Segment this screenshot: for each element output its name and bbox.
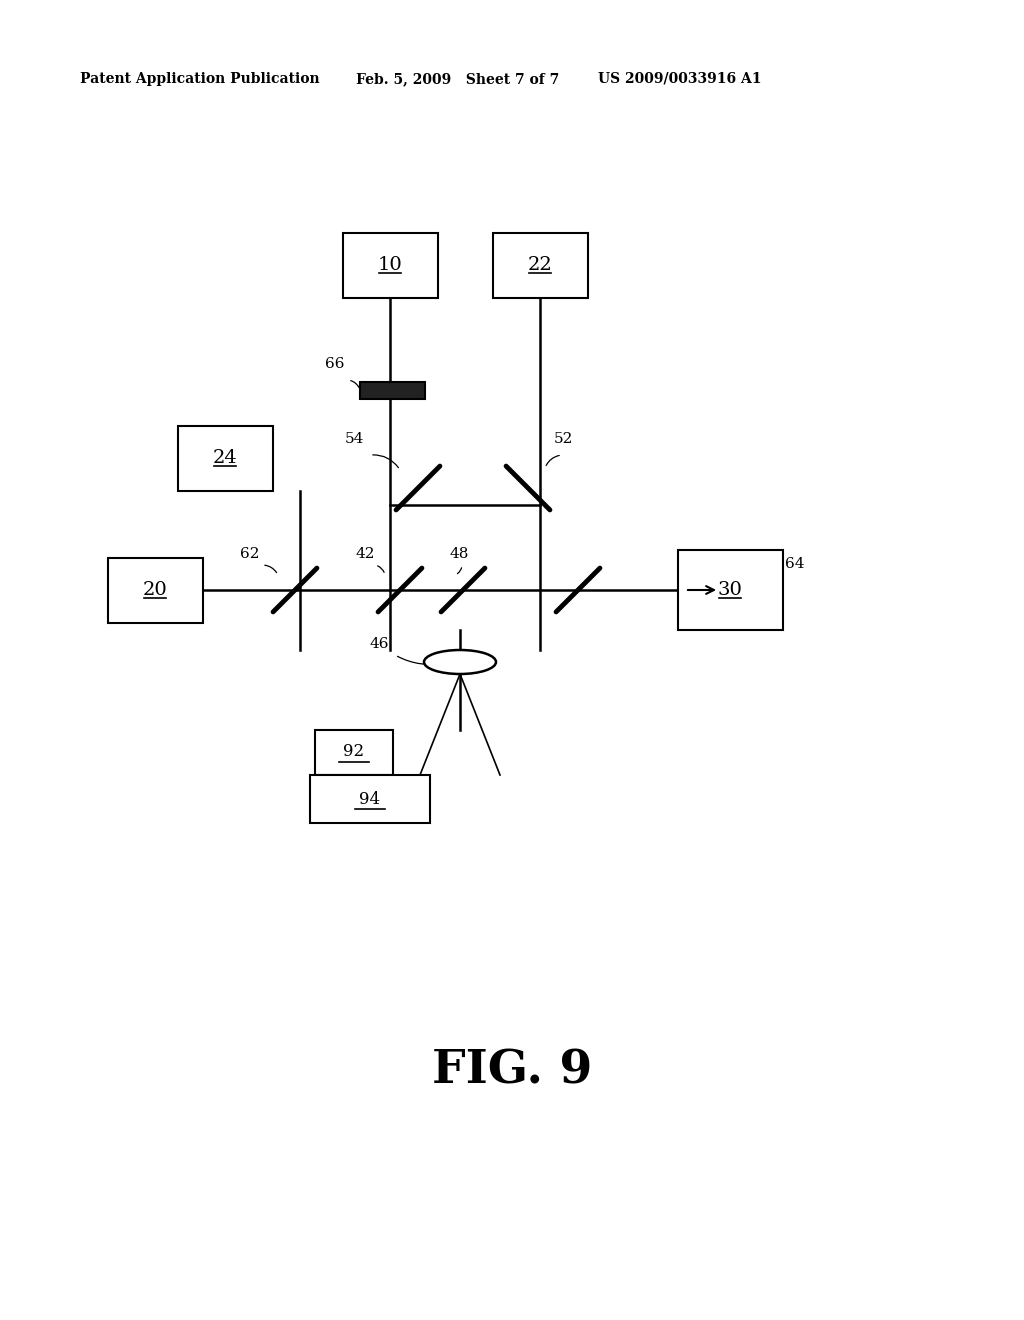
Text: 64: 64 [785, 557, 805, 572]
Bar [177, 425, 272, 491]
Bar [493, 232, 588, 297]
Text: 30: 30 [718, 581, 742, 599]
Bar [315, 730, 393, 775]
Text: 52: 52 [554, 432, 573, 446]
Text: 66: 66 [325, 356, 344, 371]
Bar [678, 550, 782, 630]
Bar [310, 775, 430, 822]
Text: 62: 62 [240, 546, 259, 561]
Text: Feb. 5, 2009   Sheet 7 of 7: Feb. 5, 2009 Sheet 7 of 7 [356, 73, 559, 86]
Text: 20: 20 [142, 581, 167, 599]
Text: 24: 24 [213, 449, 238, 467]
Text: 92: 92 [343, 743, 365, 760]
Bar [342, 232, 437, 297]
Text: 54: 54 [345, 432, 365, 446]
Bar [360, 381, 425, 399]
Text: FIG. 9: FIG. 9 [432, 1047, 592, 1093]
Text: 10: 10 [378, 256, 402, 275]
Text: 94: 94 [359, 791, 381, 808]
Text: 42: 42 [355, 546, 375, 561]
Bar [108, 557, 203, 623]
Text: 22: 22 [527, 256, 552, 275]
Text: 48: 48 [450, 546, 469, 561]
Ellipse shape [424, 649, 496, 675]
Text: US 2009/0033916 A1: US 2009/0033916 A1 [598, 73, 762, 86]
Text: 46: 46 [370, 638, 389, 651]
Text: Patent Application Publication: Patent Application Publication [80, 73, 319, 86]
